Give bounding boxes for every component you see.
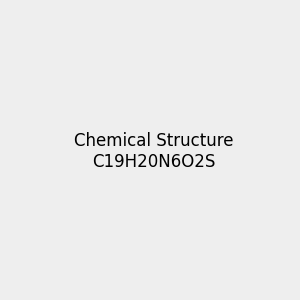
Text: Chemical Structure
C19H20N6O2S: Chemical Structure C19H20N6O2S [74, 132, 233, 171]
